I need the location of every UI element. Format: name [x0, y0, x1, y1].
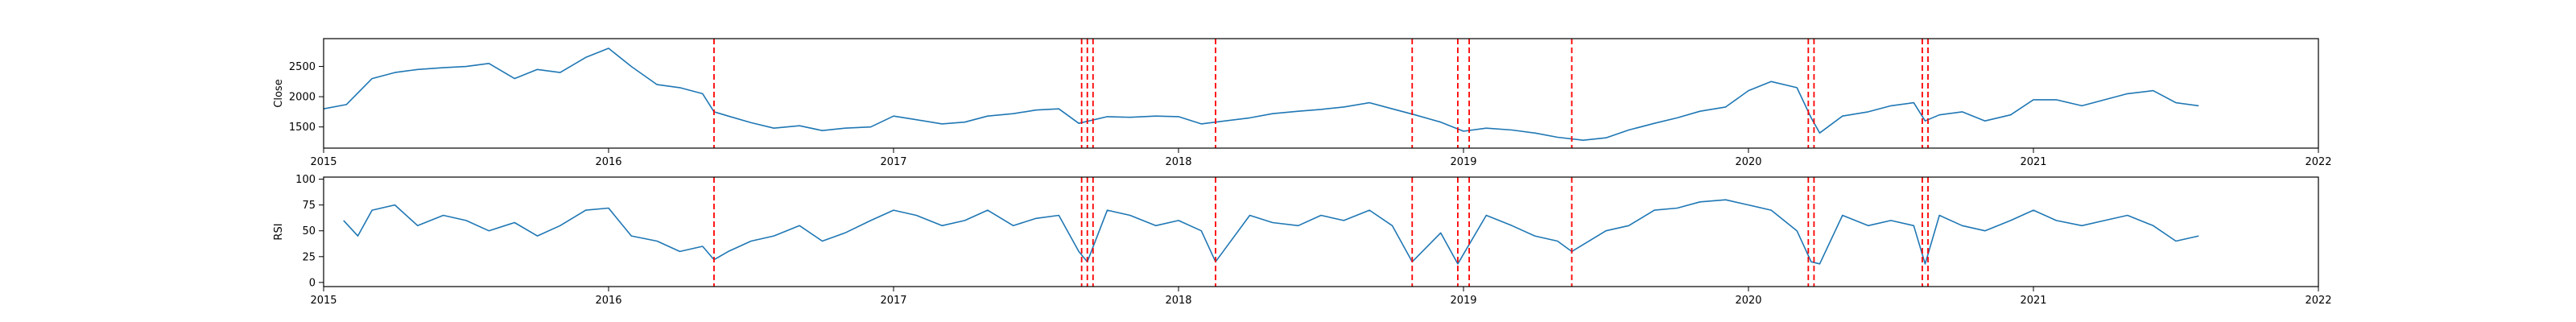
x-tick-label: 2020 — [1735, 156, 1761, 168]
y-tick-label: 2000 — [289, 92, 316, 104]
series-line-0 — [323, 47, 2199, 141]
x-tick-label: 2019 — [1450, 156, 1476, 168]
y-tick-label: 50 — [302, 225, 316, 237]
x-tick-label: 2016 — [595, 156, 621, 168]
axes-frame — [323, 38, 2319, 149]
x-tick-label: 2022 — [2305, 295, 2331, 307]
y-tick-label: 75 — [302, 200, 316, 212]
y-tick-label: 25 — [302, 251, 316, 263]
y-axis-label: RSI — [273, 223, 285, 240]
series-line-0 — [343, 199, 2199, 265]
axes-frame — [323, 176, 2319, 287]
x-tick-label: 2017 — [880, 295, 906, 307]
x-tick-label: 2020 — [1735, 295, 1761, 307]
y-tick-label: 100 — [295, 174, 316, 186]
rsi-panel: 2015 2016 2017 2018 2019 2020 2021 2022 0 25 50 75 1… — [273, 174, 2332, 307]
x-tick-label: 2022 — [2305, 156, 2331, 168]
x-tick-label: 2021 — [2020, 156, 2046, 168]
y-tick-label: 1500 — [289, 122, 316, 134]
x-tick-label: 2018 — [1165, 295, 1191, 307]
x-tick-label: 2019 — [1450, 295, 1476, 307]
y-tick-label: 2500 — [289, 61, 316, 73]
x-tick-label: 2021 — [2020, 295, 2046, 307]
y-axis-label: Close — [273, 79, 285, 107]
x-tick-label: 2018 — [1165, 156, 1191, 168]
x-tick-label: 2016 — [595, 295, 621, 307]
close-price-panel: 2015 2016 2017 2018 2019 2020 2021 2022 1500 2000… — [273, 38, 2332, 168]
y-tick-label: 0 — [309, 277, 316, 289]
x-tick-label: 2015 — [310, 295, 336, 307]
x-tick-label: 2015 — [310, 156, 336, 168]
x-tick-label: 2017 — [880, 156, 906, 168]
